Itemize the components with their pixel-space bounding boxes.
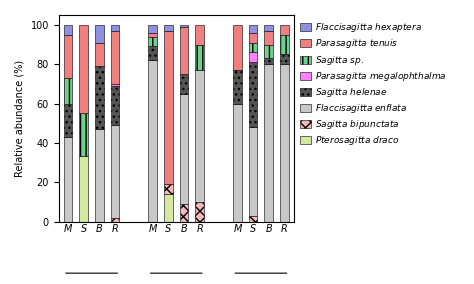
Bar — [249, 33, 257, 43]
Bar — [148, 33, 157, 37]
Bar — [264, 58, 273, 64]
Bar — [280, 64, 289, 222]
Bar — [249, 25, 257, 33]
Bar — [249, 127, 257, 216]
Bar — [195, 25, 204, 45]
Bar — [280, 35, 289, 54]
Bar — [64, 78, 73, 103]
Bar — [164, 184, 173, 194]
Legend: $\it{Flaccisagitta}$ $\it{hexaptera}$, $\it{Parasagitta}$ $\it{tenuis}$, $\it{Sa: $\it{Flaccisagitta}$ $\it{hexaptera}$, $… — [299, 20, 448, 149]
Bar — [95, 129, 104, 222]
Bar — [64, 35, 73, 78]
Bar — [264, 25, 273, 31]
Bar — [195, 45, 204, 70]
Bar — [195, 202, 204, 222]
Bar — [233, 25, 242, 70]
Bar — [180, 27, 189, 74]
Y-axis label: Relative abundance (%): Relative abundance (%) — [15, 60, 25, 177]
Bar — [64, 25, 73, 35]
Bar — [80, 113, 88, 156]
Bar — [164, 31, 173, 184]
Bar — [233, 70, 242, 103]
Bar — [148, 47, 157, 60]
Bar — [164, 194, 173, 222]
Bar — [180, 74, 189, 94]
Bar — [64, 103, 73, 137]
Bar — [111, 125, 119, 218]
Bar — [180, 25, 189, 27]
Bar — [195, 70, 204, 202]
Bar — [148, 60, 157, 222]
Bar — [180, 204, 189, 222]
Bar — [264, 45, 273, 58]
Bar — [95, 66, 104, 129]
Bar — [111, 84, 119, 86]
Bar — [111, 218, 119, 222]
Bar — [80, 156, 88, 222]
Bar — [111, 31, 119, 84]
Bar — [64, 137, 73, 222]
Bar — [264, 64, 273, 222]
Bar — [148, 25, 157, 33]
Bar — [164, 25, 173, 31]
Bar — [233, 103, 242, 222]
Bar — [249, 52, 257, 62]
Bar — [111, 25, 119, 31]
Bar — [95, 25, 104, 43]
Bar — [249, 216, 257, 222]
Bar — [180, 94, 189, 204]
Bar — [280, 25, 289, 35]
Bar — [95, 43, 104, 66]
Bar — [249, 43, 257, 52]
Bar — [280, 54, 289, 64]
Bar — [264, 31, 273, 45]
Bar — [80, 25, 88, 113]
Bar — [249, 62, 257, 127]
Bar — [148, 37, 157, 47]
Bar — [111, 86, 119, 125]
